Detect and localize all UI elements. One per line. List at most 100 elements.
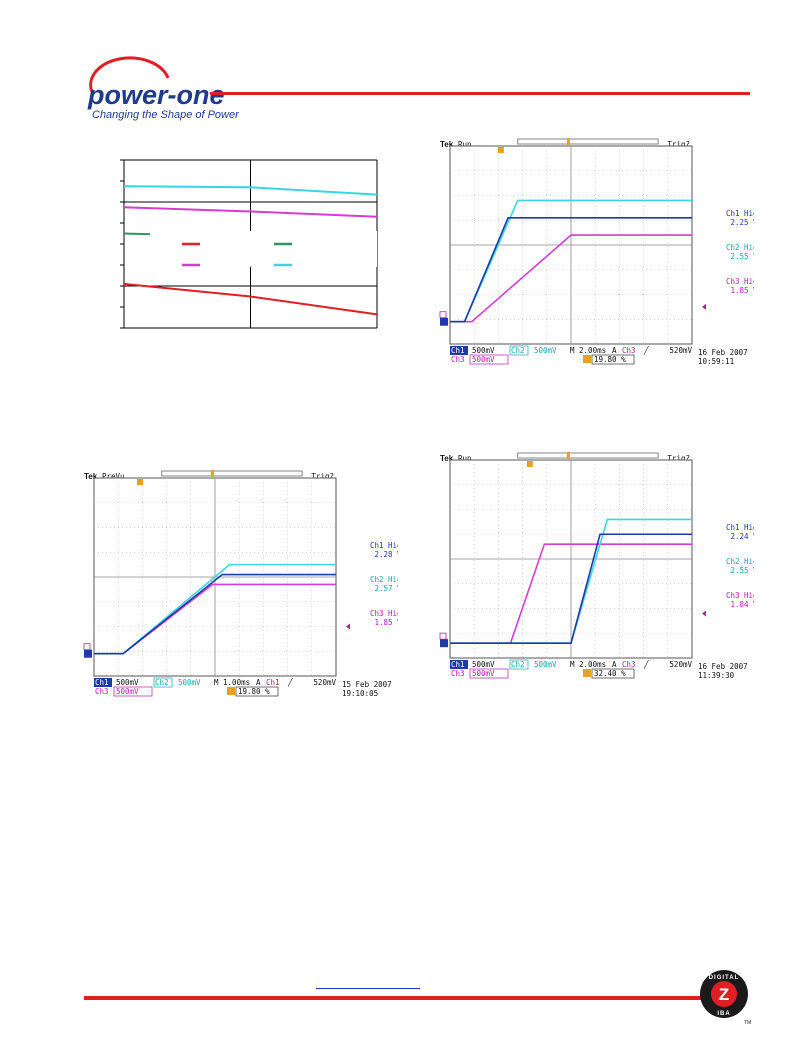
trigger-source: Ch3	[622, 660, 636, 669]
scope-brand: Tek	[440, 140, 454, 149]
trigger-level-marker	[702, 303, 706, 310]
ch2-label: Ch2	[511, 346, 525, 355]
readout-label: Ch3 High	[370, 609, 398, 618]
ch1-scale: 500mV	[472, 346, 495, 355]
trigger-position-box	[235, 686, 279, 697]
ch3-scale-box	[113, 686, 153, 697]
timebase: M 2.00ms	[570, 660, 606, 669]
ch1-scale: 500mV	[472, 660, 495, 669]
ch3-ground-marker	[439, 632, 447, 640]
badge-sub: IBA	[717, 1011, 730, 1017]
trigger-slope-icon: ╱	[643, 660, 649, 669]
ch3-scale: 500mV	[472, 669, 495, 678]
trigger-position-icon	[227, 687, 235, 695]
scope-capture-3: Tek Run Trig? Ch1 High2.24 V Ch2 High2.55 V C…	[438, 452, 754, 702]
ch1-ground-marker	[440, 639, 448, 648]
capture-date: 15 Feb 2007	[342, 680, 392, 689]
trigger-slope-icon: ╱	[643, 346, 649, 355]
readout-value: 2.55 V	[730, 252, 754, 261]
ch1-chip	[450, 346, 468, 355]
ch3-scale: 500mV	[116, 687, 139, 696]
ch3-label: Ch3	[451, 669, 465, 678]
ch3-label: Ch3	[451, 355, 465, 364]
ch2-chip	[153, 677, 173, 688]
ch1-trace	[450, 533, 692, 644]
scope-screen-2: Tek PreVu Trig? Ch1 High2.28 V Ch2 High2.57 …	[83, 470, 398, 698]
readout-value: 1.84 V	[730, 600, 754, 609]
ch1-label: Ch1	[95, 678, 109, 687]
timebase: M 2.00ms	[570, 346, 606, 355]
trigger-level-marker	[346, 623, 350, 630]
scope-screen-3: Tek Run Trig? Ch1 High2.24 V Ch2 High2.55 V C…	[439, 452, 754, 680]
record-position-marker	[210, 470, 214, 477]
timebase: M 1.00ms	[214, 678, 250, 687]
ch1-scale: 500mV	[116, 678, 139, 687]
chart-series-line-1	[123, 206, 378, 218]
trig-status: Trig?	[667, 140, 690, 149]
trigger-position-icon	[583, 669, 591, 677]
capture-date: 16 Feb 2007	[698, 348, 748, 357]
digital-ibm-badge: Z DIGITAL IBA TM	[700, 970, 751, 1026]
logo-wordmark: power-one	[87, 80, 225, 110]
trig-status: Trig?	[311, 472, 334, 481]
badge-letter: Z	[719, 985, 729, 1004]
ch1-label: Ch1	[451, 346, 465, 355]
ch3-scale-box	[469, 668, 509, 679]
trig-status: Trig?	[667, 454, 690, 463]
readout-value: 2.24 V	[730, 532, 754, 541]
logo-swoosh-arc	[89, 56, 170, 93]
readout-value: 2.55 V	[730, 566, 754, 575]
ch2-chip	[509, 659, 529, 670]
scope-mode: Run	[458, 140, 472, 149]
badge-tm: TM	[744, 1020, 751, 1026]
readout-value: 1.85 V	[374, 618, 398, 627]
trigger-mode: A	[612, 660, 617, 669]
readout-label: Ch2 High	[726, 557, 754, 566]
trigger-position: 32.40 %	[594, 669, 626, 678]
ch2-label: Ch2	[155, 678, 169, 687]
badge-word: DIGITAL	[709, 975, 740, 981]
ch2-scale: 500mV	[534, 660, 557, 669]
trigger-time-marker	[136, 479, 143, 485]
trigger-level: 520mV	[669, 346, 692, 355]
scope-capture-2: Tek PreVu Trig? Ch1 High2.28 V Ch2 High2.57 …	[82, 470, 398, 720]
trigger-time-marker	[497, 147, 504, 153]
footer-rule	[84, 996, 702, 1000]
trigger-slope-icon: ╱	[287, 678, 293, 687]
trigger-time-marker	[526, 461, 533, 467]
ch3-scale-box	[469, 354, 509, 365]
ch1-trace	[94, 573, 336, 655]
power-one-logo: power-one Changing the Shape of Power	[87, 56, 240, 121]
legend-box	[150, 231, 377, 267]
trigger-mode: A	[256, 678, 261, 687]
ch1-label: Ch1	[451, 660, 465, 669]
scope-screen-1: Tek Run Trig? Ch1 High2.25 V Ch2 High2.55 V C…	[439, 138, 754, 366]
trigger-position: 19.80 %	[238, 687, 270, 696]
record-position-marker	[566, 138, 570, 145]
chart-legend	[150, 231, 377, 267]
ch2-scale: 500mV	[534, 346, 557, 355]
capture-time: 10:59:11	[698, 357, 734, 366]
trigger-position: 19.80 %	[594, 355, 626, 364]
ch2-label: Ch2	[511, 660, 525, 669]
header-rule	[210, 92, 750, 95]
ch1-ground-marker	[84, 649, 92, 658]
readout-value: 2.25 V	[730, 218, 754, 227]
scope-mode: Run	[458, 454, 472, 463]
readout-value: 2.28 V	[374, 550, 398, 559]
trigger-position-box	[591, 668, 635, 679]
footer-link-underline[interactable]	[316, 976, 420, 989]
capture-time: 19:10:05	[342, 689, 378, 698]
ch3-ground-marker	[83, 643, 91, 651]
line-chart	[120, 159, 378, 329]
readout-value: 1.85 V	[730, 286, 754, 295]
header-logo: power-one Changing the Shape of Power	[87, 56, 240, 121]
trigger-source: Ch1	[266, 678, 280, 687]
readout-label: Ch3 High	[726, 591, 754, 600]
chart-series-line-3	[123, 282, 378, 316]
record-bar	[517, 452, 659, 459]
record-bar	[161, 470, 303, 477]
ch2-scale: 500mV	[178, 678, 201, 687]
trigger-source: Ch3	[622, 346, 636, 355]
trigger-position-icon	[583, 355, 591, 363]
